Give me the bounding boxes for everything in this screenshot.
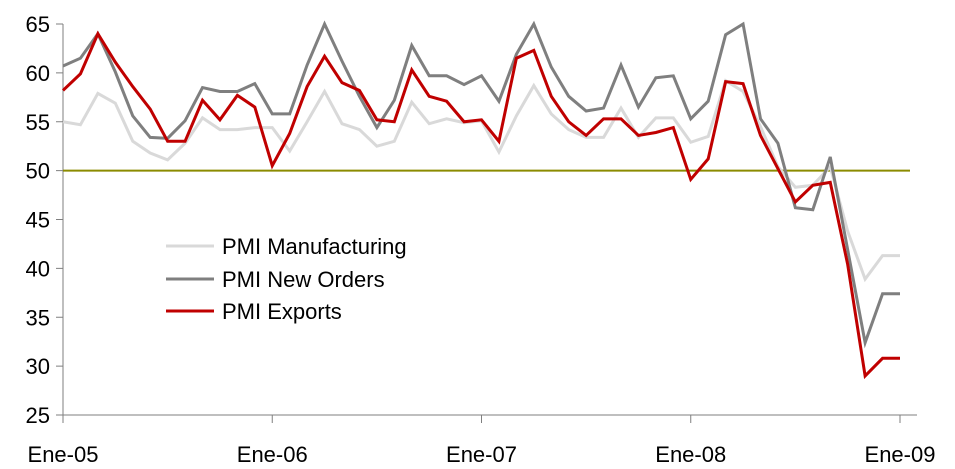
y-axis: 25 30 35 40 45 50 55 60 65 bbox=[26, 12, 64, 428]
y-tick-label: 45 bbox=[26, 208, 50, 233]
y-tick-label: 65 bbox=[26, 12, 50, 37]
series-group bbox=[61, 20, 900, 380]
x-axis: Ene-05 Ene-06 Ene-07 Ene-08 Ene-09 bbox=[28, 414, 936, 467]
x-tick-label: Ene-06 bbox=[237, 442, 308, 467]
y-tick-label: 55 bbox=[26, 110, 50, 135]
x-tick-label: Ene-08 bbox=[655, 442, 726, 467]
y-tick-label: 50 bbox=[26, 159, 50, 184]
x-tick-label: Ene-07 bbox=[446, 442, 517, 467]
y-tick-label: 40 bbox=[26, 256, 50, 281]
y-tick-label: 25 bbox=[26, 403, 50, 428]
legend-label: PMI Exports bbox=[222, 299, 342, 324]
legend: PMI Manufacturing PMI New Orders PMI Expor… bbox=[166, 234, 407, 324]
legend-label: PMI New Orders bbox=[222, 267, 385, 292]
series-line-pmi-exports bbox=[61, 30, 900, 380]
series-line-pmi-new-orders bbox=[62, 20, 900, 349]
y-tick-label: 35 bbox=[26, 305, 50, 330]
y-tick-label: 30 bbox=[26, 354, 50, 379]
y-tick-label: 60 bbox=[26, 61, 50, 86]
x-tick-label: Ene-09 bbox=[865, 442, 936, 467]
series-line-pmi-manufacturing bbox=[62, 78, 900, 283]
legend-label: PMI Manufacturing bbox=[222, 234, 407, 259]
x-tick-label: Ene-05 bbox=[28, 442, 99, 467]
